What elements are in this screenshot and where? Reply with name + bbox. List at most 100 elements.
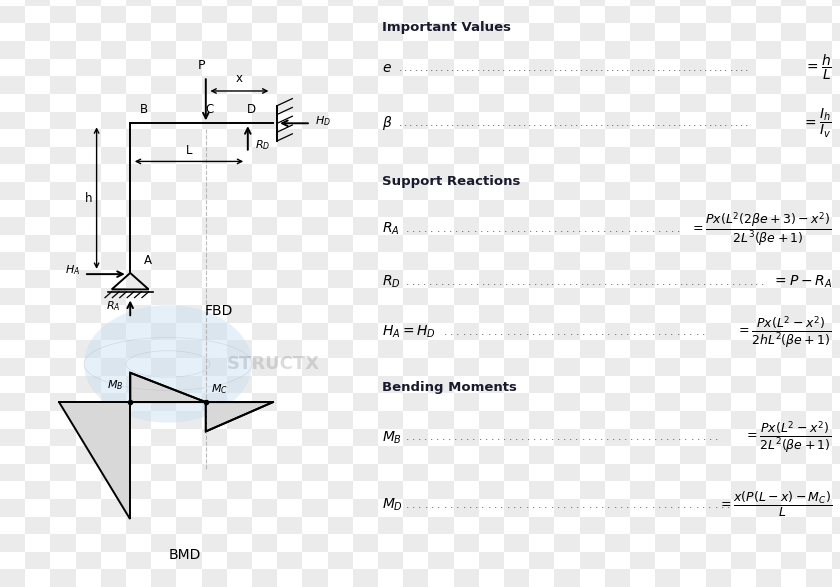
Text: .: . [570, 500, 573, 510]
Text: L: L [186, 144, 192, 157]
Text: .: . [538, 500, 542, 510]
Bar [403, 6, 428, 23]
Bar [580, 94, 605, 112]
Text: .: . [462, 326, 466, 337]
Bar [151, 41, 176, 59]
Text: .: . [598, 276, 601, 287]
Text: .: . [435, 276, 438, 287]
Text: .: . [559, 62, 563, 73]
Bar [328, 23, 353, 41]
Text: .: . [606, 432, 609, 443]
Text: $\beta$: $\beta$ [382, 114, 392, 132]
Bar [277, 376, 302, 393]
Text: .: . [481, 326, 485, 337]
Text: .: . [727, 500, 731, 510]
Bar [302, 429, 328, 446]
Text: .: . [399, 118, 402, 129]
Bar [832, 235, 840, 252]
Text: .: . [474, 224, 477, 234]
Text: .: . [423, 276, 427, 287]
Text: .: . [749, 276, 753, 287]
Bar [378, 411, 403, 429]
Bar [378, 129, 403, 147]
Text: .: . [523, 62, 527, 73]
Text: .: . [738, 276, 741, 287]
Bar [25, 411, 50, 429]
Bar [580, 164, 605, 182]
Bar [227, 235, 252, 252]
Bar [655, 393, 680, 411]
Bar [353, 429, 378, 446]
Text: .: . [633, 326, 636, 337]
Text: $R_A$: $R_A$ [106, 299, 120, 313]
Text: .: . [575, 62, 578, 73]
Text: .: . [467, 224, 470, 234]
Bar [176, 270, 202, 288]
Bar [756, 288, 781, 305]
Bar [706, 41, 731, 59]
Text: .: . [630, 432, 633, 443]
Bar [731, 23, 756, 41]
Text: .: . [626, 62, 629, 73]
Bar [605, 112, 630, 129]
Bar [328, 235, 353, 252]
Text: .: . [497, 118, 501, 129]
Text: .: . [469, 326, 472, 337]
Text: .: . [502, 432, 506, 443]
Text: FBD: FBD [204, 304, 233, 318]
Bar [151, 464, 176, 481]
Bar [580, 129, 605, 147]
Text: .: . [638, 500, 643, 510]
Bar [454, 252, 479, 270]
Bar [554, 76, 580, 94]
Bar [202, 499, 227, 517]
Bar [101, 217, 126, 235]
Bar [731, 305, 756, 323]
Bar [403, 323, 428, 340]
Text: .: . [570, 326, 573, 337]
Text: .: . [447, 276, 450, 287]
Bar [353, 323, 378, 340]
Text: .: . [533, 432, 536, 443]
Bar [806, 76, 832, 94]
Bar [504, 393, 529, 411]
Text: .: . [609, 224, 612, 234]
Text: .: . [642, 432, 645, 443]
Text: .: . [612, 432, 615, 443]
Bar [529, 59, 554, 76]
Bar [328, 305, 353, 323]
Bar [151, 252, 176, 270]
Bar [378, 200, 403, 217]
Text: .: . [715, 276, 718, 287]
Bar [428, 552, 454, 569]
Bar [403, 358, 428, 376]
Text: $=\dfrac{I_h}{I_v}$: $=\dfrac{I_h}{I_v}$ [802, 107, 832, 140]
Bar [403, 112, 428, 129]
Text: .: . [726, 276, 729, 287]
Bar [76, 411, 101, 429]
Bar [378, 340, 403, 358]
Bar [176, 23, 202, 41]
Text: .: . [642, 118, 645, 129]
Text: .: . [475, 326, 479, 337]
Text: $M_D$: $M_D$ [382, 497, 403, 513]
Bar [655, 217, 680, 235]
Text: .: . [719, 62, 722, 73]
Bar [302, 499, 328, 517]
Bar [529, 446, 554, 464]
Text: .: . [475, 276, 479, 287]
Text: .: . [588, 326, 592, 337]
Bar [227, 23, 252, 41]
Text: .: . [549, 118, 552, 129]
Bar [252, 41, 277, 59]
Bar [151, 534, 176, 552]
Text: .: . [442, 432, 445, 443]
Bar [403, 147, 428, 164]
Text: .: . [492, 118, 496, 129]
Bar [529, 23, 554, 41]
Bar [126, 200, 151, 217]
Bar [454, 41, 479, 59]
Text: .: . [557, 326, 560, 337]
Text: .: . [709, 118, 712, 129]
Bar [126, 129, 151, 147]
